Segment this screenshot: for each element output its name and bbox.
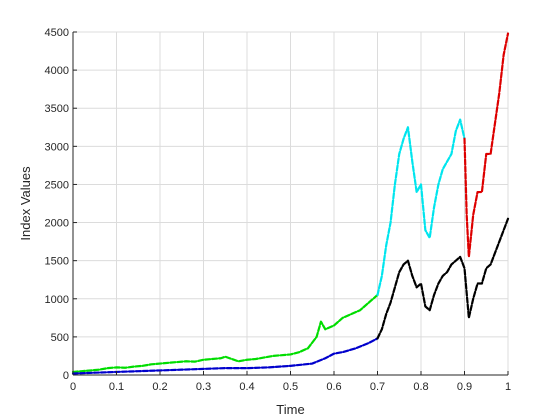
x-tick-label: 0.4 <box>239 381 254 393</box>
y-tick-label: 1000 <box>45 294 69 306</box>
x-tick-label: 0.6 <box>326 381 341 393</box>
x-tick-label: 0.5 <box>283 381 298 393</box>
series-line-2 <box>71 337 379 375</box>
x-tick-label: 0 <box>70 381 76 393</box>
y-axis-label: Index Values <box>18 166 33 241</box>
series-layer <box>71 32 510 375</box>
y-tick-label: 3500 <box>45 103 69 115</box>
x-tick-label: 1 <box>505 381 511 393</box>
x-axis-label: Time <box>276 402 304 417</box>
series-line-1 <box>71 293 379 374</box>
x-tick-label: 0.8 <box>413 381 428 393</box>
x-tick-label: 0.2 <box>152 381 167 393</box>
axes <box>72 31 509 376</box>
x-tick-label: 0.7 <box>370 381 385 393</box>
series-line-3 <box>376 118 466 297</box>
x-tick-label: 0.9 <box>457 381 472 393</box>
y-tick-label: 2500 <box>45 179 69 191</box>
series-line-5 <box>463 32 510 258</box>
y-tick-label: 0 <box>63 370 69 382</box>
x-tick-label: 0.1 <box>109 381 124 393</box>
y-tick-label: 500 <box>51 332 69 344</box>
y-tick-label: 2000 <box>45 218 69 230</box>
tick-labels: 0 0.1 0.2 0.3 0.4 0.5 0.6 0.7 0.8 0.9 1 0 500 1000 150… <box>45 27 512 393</box>
y-tick-label: 4500 <box>45 27 69 39</box>
series-line-4 <box>376 217 510 340</box>
y-tick-label: 1500 <box>45 256 69 268</box>
y-tick-label: 3000 <box>45 141 69 153</box>
grid <box>72 31 509 376</box>
x-tick-label: 0.3 <box>196 381 211 393</box>
y-tick-label: 4000 <box>45 65 69 77</box>
